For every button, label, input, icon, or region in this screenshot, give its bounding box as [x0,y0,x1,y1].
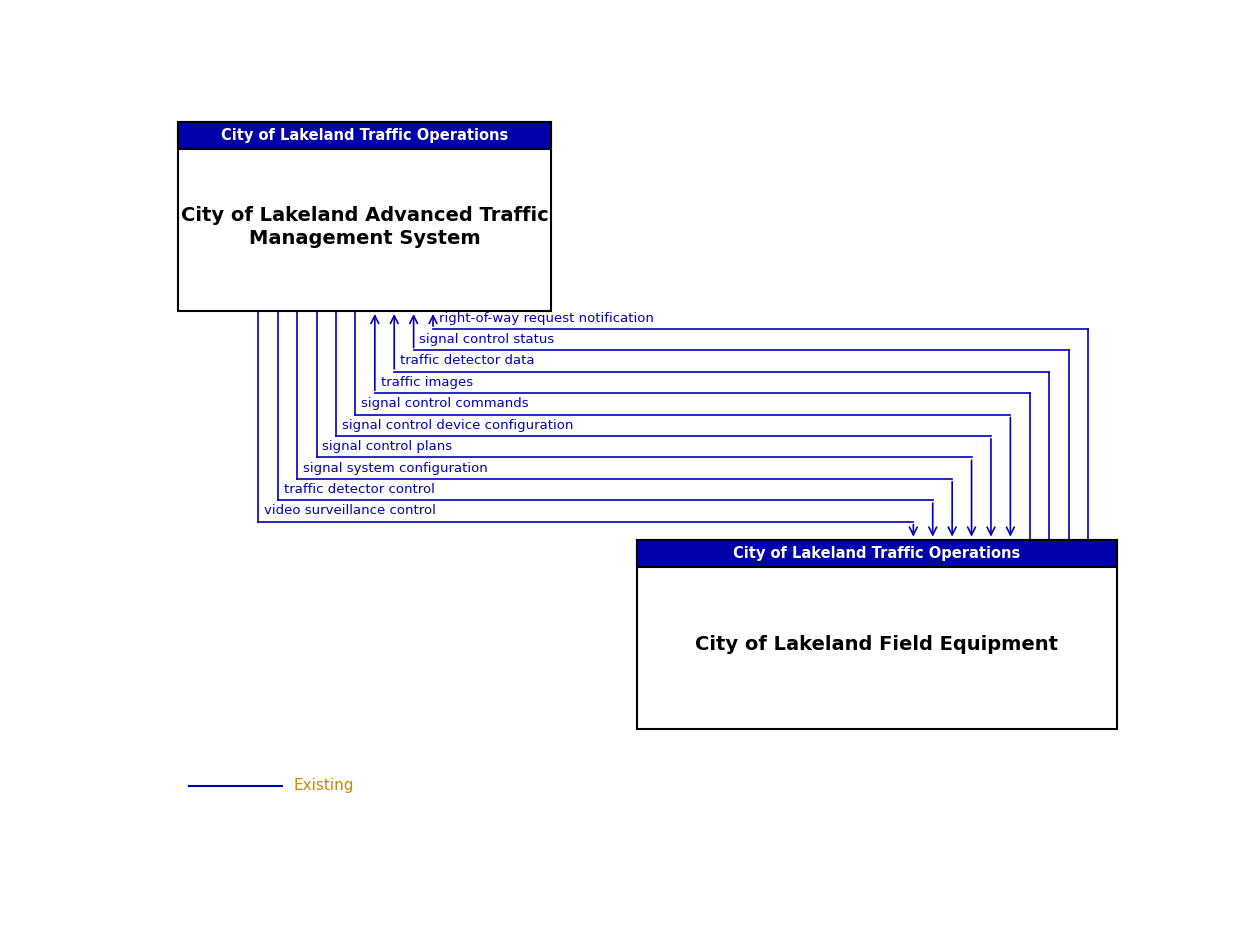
Text: signal control plans: signal control plans [323,440,452,453]
Text: signal control commands: signal control commands [362,398,528,411]
Text: traffic detector data: traffic detector data [401,354,535,367]
Text: signal system configuration: signal system configuration [303,462,488,475]
Text: traffic detector control: traffic detector control [284,483,434,496]
Text: City of Lakeland Traffic Operations: City of Lakeland Traffic Operations [734,546,1020,561]
Text: City of Lakeland Advanced Traffic
Management System: City of Lakeland Advanced Traffic Manage… [180,206,548,248]
Text: City of Lakeland Field Equipment: City of Lakeland Field Equipment [695,635,1058,654]
Text: signal control status: signal control status [419,333,555,346]
Bar [178,122,551,311]
Text: right-of-way request notification: right-of-way request notification [439,311,654,324]
Bar [178,122,551,149]
Text: traffic images: traffic images [381,376,473,389]
Text: video surveillance control: video surveillance control [264,504,436,517]
Bar [637,540,1117,566]
Text: Existing: Existing [293,779,354,794]
Bar [637,540,1117,729]
Text: City of Lakeland Traffic Operations: City of Lakeland Traffic Operations [222,128,508,143]
Text: signal control device configuration: signal control device configuration [342,419,573,432]
